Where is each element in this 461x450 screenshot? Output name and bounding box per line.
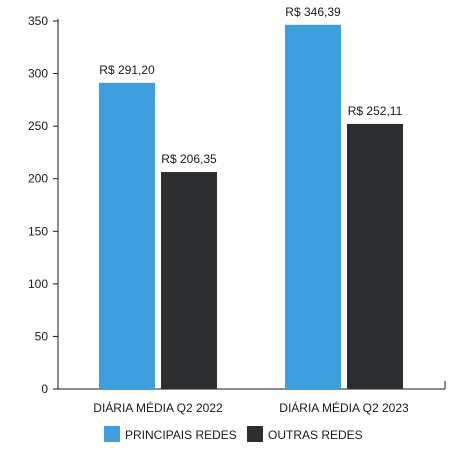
y-tick-label: 350	[28, 14, 48, 28]
x-category-label: DIÁRIA MÉDIA Q2 2023	[279, 400, 409, 415]
bar-principais-0	[99, 82, 155, 389]
data-label: R$ 291,20	[99, 63, 155, 77]
data-labels: R$ 291,20 R$ 206,35 R$ 346,39 R$ 252,11	[99, 5, 402, 166]
y-tick-label: 150	[28, 224, 48, 238]
legend-label: PRINCIPAIS REDES	[125, 428, 237, 442]
y-tick-label: 300	[28, 67, 48, 81]
y-tick-label: 50	[35, 329, 49, 343]
x-category-label: DIÁRIA MÉDIA Q2 2022	[93, 400, 223, 415]
y-tick-label: 0	[41, 382, 48, 396]
bars	[99, 24, 403, 390]
legend: PRINCIPAIS REDES OUTRAS REDES	[104, 426, 363, 442]
data-label: R$ 252,11	[348, 104, 403, 118]
bar-principais-1	[285, 24, 341, 390]
data-label: R$ 346,39	[285, 5, 341, 19]
legend-swatch	[247, 426, 263, 442]
bar-outras-1	[347, 123, 403, 389]
y-tick-label: 100	[28, 277, 48, 291]
legend-swatch	[104, 426, 120, 442]
bar-outras-0	[161, 172, 217, 389]
y-tick-label: 200	[28, 172, 48, 186]
legend-label: OUTRAS REDES	[268, 428, 363, 442]
y-axis: 0 50 100 150 200 250 300 350	[28, 14, 59, 396]
y-tick-label: 250	[28, 119, 48, 133]
data-label: R$ 206,35	[161, 152, 217, 166]
